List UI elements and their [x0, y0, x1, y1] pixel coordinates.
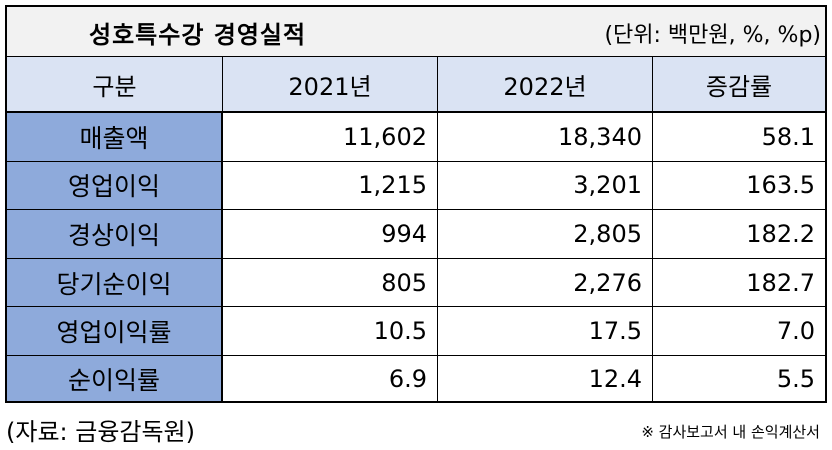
table-title: 성호특수강 경영실적 [89, 21, 307, 49]
header-row: 구분 2021년 2022년 증감률 [7, 57, 825, 113]
cell-2021: 6.9 [223, 356, 438, 401]
row-label: 영업이익 [7, 161, 223, 211]
cell-change: 182.7 [653, 258, 825, 308]
unit-label: (단위: 백만원, %, %p) [604, 23, 821, 48]
cell-2021: 11,602 [223, 113, 438, 162]
cell-2021: 805 [223, 258, 438, 308]
table-title-row: 성호특수강 경영실적 (단위: 백만원, %, %p) [7, 7, 825, 57]
cell-change: 5.5 [653, 356, 825, 401]
cell-2022: 18,340 [438, 113, 653, 162]
cell-change: 163.5 [653, 161, 825, 211]
cell-2022: 12.4 [438, 356, 653, 401]
row-label: 경상이익 [7, 210, 223, 259]
performance-table: 성호특수강 경영실적 (단위: 백만원, %, %p) 구분 2021년 202… [5, 5, 827, 403]
cell-change: 182.2 [653, 210, 825, 259]
row-label: 순이익률 [7, 356, 223, 401]
header-2022: 2022년 [438, 57, 653, 111]
header-category: 구분 [7, 57, 223, 111]
cell-2021: 994 [223, 210, 438, 259]
row-label: 매출액 [7, 113, 223, 162]
cell-2022: 2,805 [438, 210, 653, 259]
row-label: 영업이익률 [7, 307, 223, 356]
source-note: (자료: 금융감독원) [6, 418, 196, 446]
header-2021: 2021년 [223, 57, 438, 111]
row-label: 당기순이익 [7, 258, 223, 308]
cell-2022: 17.5 [438, 307, 653, 356]
cell-2021: 1,215 [223, 161, 438, 211]
cell-2022: 3,201 [438, 161, 653, 211]
cell-2021: 10.5 [223, 307, 438, 356]
cell-change: 7.0 [653, 307, 825, 356]
header-change: 증감률 [653, 57, 825, 111]
cell-change: 58.1 [653, 113, 825, 162]
cell-2022: 2,276 [438, 258, 653, 308]
footnote: ※ 감사보고서 내 손익계산서 [641, 423, 820, 441]
